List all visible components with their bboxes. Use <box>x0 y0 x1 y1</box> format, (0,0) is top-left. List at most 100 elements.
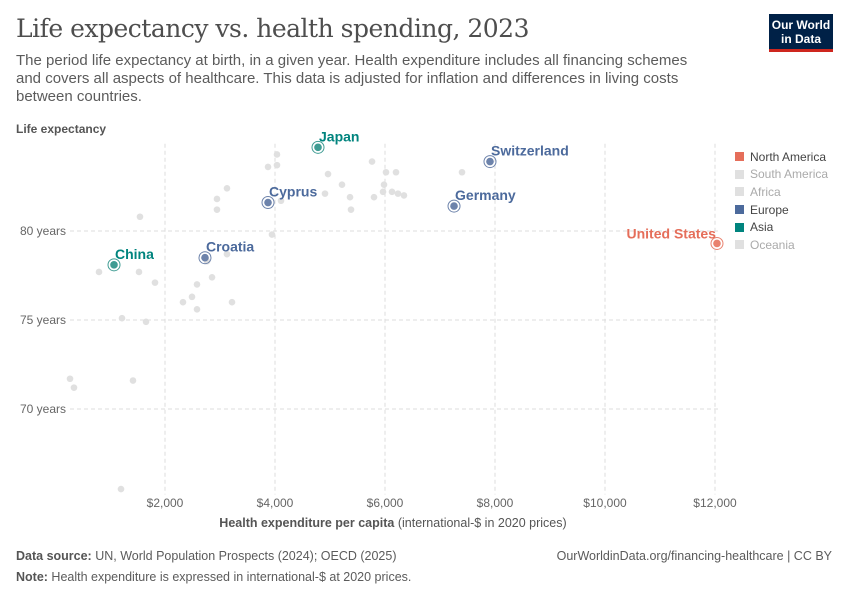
legend-item[interactable]: Asia <box>735 218 828 236</box>
legend-item[interactable]: Oceania <box>735 236 828 254</box>
chart-subtitle: The period life expectancy at birth, in … <box>16 52 688 105</box>
legend: North America South America Africa Europe As… <box>735 148 828 254</box>
legend-swatch <box>735 222 744 232</box>
data-point <box>208 273 216 281</box>
highlight-ring <box>710 236 724 250</box>
note-label: Note: <box>16 570 48 584</box>
data-point <box>135 268 143 276</box>
data-point <box>118 314 126 322</box>
data-point <box>151 279 159 286</box>
point-label: Croatia <box>206 239 254 255</box>
x-axis-label: Health expenditure per capita (internati… <box>219 516 566 530</box>
data-point <box>129 377 137 384</box>
highlight-ring <box>447 199 461 213</box>
x-tick-label: $8,000 <box>477 496 514 510</box>
y-tick-label: 80 years <box>20 224 66 238</box>
legend-item[interactable]: North America <box>735 148 828 166</box>
note: Note: Health expenditure is expressed in… <box>16 570 411 584</box>
data-point <box>70 384 78 391</box>
data-point <box>188 293 196 301</box>
source-text: UN, World Population Prospects (2024); O… <box>91 549 397 563</box>
legend-item[interactable]: South America <box>735 166 828 184</box>
data-point-germany <box>450 202 458 210</box>
data-point <box>213 206 221 213</box>
data-point <box>273 151 281 158</box>
data-point <box>388 188 396 196</box>
point-label: Switzerland <box>491 143 569 159</box>
legend-label: North America <box>750 149 827 164</box>
highlight-ring <box>107 258 121 272</box>
data-point <box>346 193 354 201</box>
legend-item[interactable]: Africa <box>735 183 828 201</box>
legend-label: Asia <box>750 220 774 235</box>
legend-label: Europe <box>750 202 789 217</box>
data-point-croatia <box>201 253 209 262</box>
legend-swatch <box>735 240 744 250</box>
data-point-japan <box>314 143 322 152</box>
x-tick-label: $12,000 <box>693 496 737 510</box>
data-point <box>380 181 388 189</box>
owid-logo[interactable]: Our World in Data <box>769 14 833 52</box>
data-point <box>268 231 276 238</box>
x-tick-label: $6,000 <box>367 496 404 510</box>
data-point <box>379 188 387 196</box>
data-point <box>223 184 231 192</box>
point-label: Japan <box>319 128 359 144</box>
data-point <box>213 195 221 203</box>
y-tick-label: 75 years <box>20 313 66 327</box>
data-point <box>321 190 329 197</box>
note-text: Health expenditure is expressed in inter… <box>47 570 412 584</box>
source-label: Data source: <box>16 549 92 563</box>
data-point-cyprus <box>264 198 272 207</box>
data-point <box>66 375 74 383</box>
data-point <box>382 168 390 176</box>
data-point <box>370 193 378 201</box>
highlight-ring <box>198 251 212 265</box>
chart-title: Life expectancy vs. health spending, 202… <box>16 14 530 43</box>
data-point-china <box>110 261 118 269</box>
data-point <box>179 298 187 306</box>
legend-swatch <box>735 187 744 197</box>
data-point <box>368 158 376 165</box>
data-point <box>117 485 125 493</box>
point-label: China <box>115 246 154 262</box>
legend-label: Oceania <box>750 237 795 252</box>
data-point <box>193 306 201 313</box>
x-tick-label: $10,000 <box>583 496 627 510</box>
highlight-ring <box>483 155 497 169</box>
point-label: Cyprus <box>269 184 317 200</box>
data-point-united-states <box>713 239 721 248</box>
y-tick-label: 70 years <box>20 402 66 416</box>
legend-item[interactable]: Europe <box>735 201 828 219</box>
data-point <box>458 168 466 176</box>
data-source: Data source: UN, World Population Prospe… <box>16 549 397 563</box>
legend-label: Africa <box>750 184 781 199</box>
x-tick-label: $4,000 <box>257 496 294 510</box>
point-label: Germany <box>455 187 516 203</box>
legend-label: South America <box>750 167 829 182</box>
data-point <box>264 163 272 171</box>
legend-swatch <box>735 205 744 215</box>
data-point <box>338 181 346 189</box>
legend-swatch <box>735 152 744 162</box>
highlight-ring <box>261 196 275 210</box>
highlight-ring <box>311 140 325 154</box>
source-url-link[interactable]: OurWorldinData.org/financing-healthcare … <box>556 549 832 563</box>
data-point <box>136 213 144 221</box>
data-point <box>277 197 285 205</box>
data-point <box>394 190 402 197</box>
data-point <box>400 192 408 199</box>
data-point <box>142 318 150 326</box>
point-label: United States <box>627 225 717 241</box>
data-point <box>392 168 400 176</box>
data-point <box>228 298 236 306</box>
y-axis-label: Life expectancy <box>16 122 107 136</box>
x-tick-label: $2,000 <box>147 496 184 510</box>
legend-swatch <box>735 169 744 179</box>
data-point <box>347 206 355 213</box>
data-point <box>95 268 103 276</box>
data-point <box>193 281 201 288</box>
data-point <box>223 250 231 258</box>
data-point-switzerland <box>486 157 494 166</box>
